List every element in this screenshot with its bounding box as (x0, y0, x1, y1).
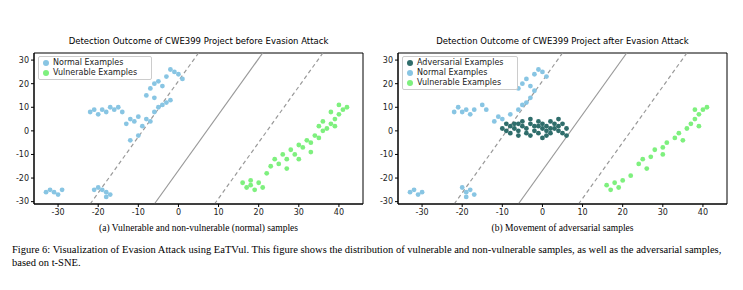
svg-text:30: 30 (658, 208, 668, 217)
html-text:Normal Examples: Normal Examples (53, 58, 124, 67)
svg-text:30: 30 (383, 56, 393, 65)
svg-text:-20: -20 (92, 208, 105, 217)
html-text:Adversarial Examples: Adversarial Examples (417, 58, 504, 67)
html-text:Vulnerable Examples: Vulnerable Examples (417, 78, 501, 87)
html-text:Figure 6: Visualization of Eva: Figure 6: Visualization of Evasion Attac… (12, 244, 722, 268)
svg-text:-10: -10 (380, 150, 393, 159)
svg-text:-10: -10 (496, 208, 509, 217)
svg-text:-20: -20 (456, 208, 469, 217)
svg-text:10: 10 (383, 103, 393, 112)
svg-text:-30: -30 (16, 197, 29, 206)
svg-text:-30: -30 (380, 197, 393, 206)
svg-text:40: 40 (334, 208, 344, 217)
svg-text:20: 20 (618, 208, 628, 217)
svg-text:20: 20 (254, 208, 264, 217)
svg-text:30: 30 (19, 56, 29, 65)
svg-text:10: 10 (19, 103, 29, 112)
svg-text:20: 20 (383, 80, 393, 89)
html-text:Detection Outcome of CWE399 Pr: Detection Outcome of CWE399 Project befo… (68, 36, 329, 46)
svg-text:-20: -20 (16, 174, 29, 183)
svg-text:10: 10 (213, 208, 223, 217)
html-text:Vulnerable Examples: Vulnerable Examples (53, 68, 137, 77)
svg-text:-20: -20 (380, 174, 393, 183)
html-text:(b) Movement of adversarial sa: (b) Movement of adversarial samples (491, 223, 634, 233)
svg-text:0: 0 (24, 127, 29, 136)
svg-text:30: 30 (294, 208, 304, 217)
svg-text:0: 0 (388, 127, 393, 136)
svg-text:0: 0 (176, 208, 181, 217)
html-text:(a) Vulnerable and non-vulnera: (a) Vulnerable and non-vulnerable (norma… (99, 223, 298, 233)
svg-text:40: 40 (698, 208, 708, 217)
svg-text:-10: -10 (132, 208, 145, 217)
svg-text:0: 0 (540, 208, 545, 217)
svg-text:-30: -30 (52, 208, 65, 217)
svg-text:20: 20 (19, 80, 29, 89)
svg-text:-10: -10 (16, 150, 29, 159)
html-text:Normal Examples: Normal Examples (417, 68, 488, 77)
html-text:Detection Outcome of CWE399 Pr: Detection Outcome of CWE399 Project afte… (436, 36, 689, 46)
svg-text:10: 10 (577, 208, 587, 217)
svg-text:-30: -30 (416, 208, 429, 217)
